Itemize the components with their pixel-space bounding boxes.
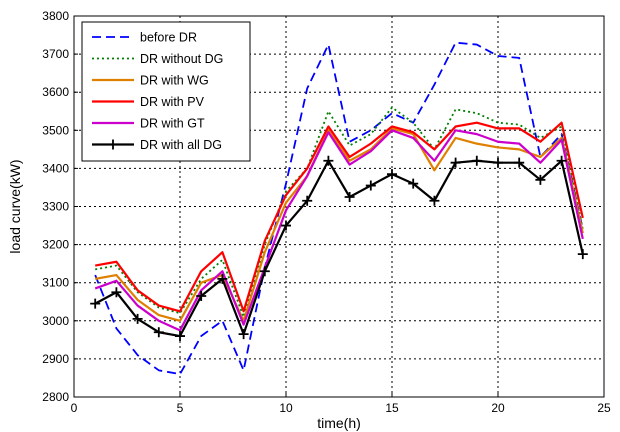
x-axis-label: time(h)	[317, 415, 361, 431]
data-point-marker	[514, 157, 525, 168]
data-point-marker	[132, 313, 143, 324]
x-tick-label: 15	[385, 401, 399, 415]
x-tick-label: 20	[491, 401, 505, 415]
legend-label: DR without DG	[140, 52, 223, 66]
data-point-marker	[111, 287, 122, 298]
data-point-marker	[493, 157, 503, 168]
series-line	[95, 106, 584, 318]
data-point-marker	[429, 195, 440, 206]
data-point-marker	[196, 291, 207, 302]
x-tick-label: 5	[177, 401, 184, 415]
data-point-marker	[323, 155, 334, 166]
series-layer	[90, 41, 588, 376]
y-tick-label: 3800	[42, 9, 69, 23]
series-1	[94, 41, 584, 376]
y-axis-label: load curve(kW)	[7, 159, 23, 253]
series-6	[90, 155, 588, 342]
legend: before DR DR without DG DR with WG DR with …	[81, 21, 251, 162]
series-3	[95, 127, 584, 322]
series-line	[95, 121, 584, 313]
y-tick-label: 3700	[42, 47, 69, 61]
data-point-marker	[535, 174, 546, 185]
data-point-marker	[471, 155, 482, 166]
data-point-marker	[281, 220, 291, 231]
legend-label: before DR	[140, 31, 197, 45]
y-tick-label: 3200	[42, 238, 69, 252]
y-tick-label: 2900	[42, 352, 69, 366]
legend-label: DR with all DG	[140, 138, 222, 152]
x-tick-label: 0	[71, 401, 78, 415]
series-line	[95, 127, 584, 322]
data-point-marker	[344, 191, 355, 202]
data-point-marker	[556, 155, 567, 166]
y-tick-label: 3000	[42, 314, 69, 328]
legend-marker	[108, 139, 118, 150]
data-point-marker	[238, 329, 249, 340]
series-2	[95, 106, 584, 318]
series-line	[94, 41, 584, 376]
data-point-marker	[365, 180, 376, 191]
legend-label: DR with PV	[140, 95, 205, 109]
data-point-marker	[259, 266, 270, 277]
legend-box	[81, 21, 251, 162]
series-line	[94, 129, 584, 332]
y-tick-label: 3600	[42, 85, 69, 99]
y-tick-label: 3400	[42, 161, 69, 175]
data-point-marker	[302, 195, 313, 206]
data-point-marker	[175, 331, 185, 342]
x-tick-label: 10	[279, 401, 293, 415]
legend-label: DR with GT	[140, 117, 205, 131]
y-tick-label: 2800	[42, 390, 69, 404]
data-point-marker	[450, 157, 461, 168]
data-point-marker	[217, 273, 228, 284]
data-point-marker	[577, 249, 588, 260]
y-tick-label: 3100	[42, 276, 69, 290]
series-4	[95, 121, 584, 313]
axis-ticks: 0 5 10 15 20 25 2800 2900 3000 3100 3200 3300 3400 35…	[42, 9, 611, 415]
legend-label: DR with WG	[140, 74, 209, 88]
data-point-marker	[153, 327, 164, 338]
x-tick-label: 25	[597, 401, 611, 415]
y-tick-label: 3500	[42, 123, 69, 137]
y-tick-label: 3300	[42, 200, 69, 214]
series-5	[94, 129, 584, 332]
data-point-marker	[408, 178, 419, 189]
grid-lines	[74, 16, 604, 397]
data-point-marker	[387, 169, 397, 180]
data-point-marker	[90, 298, 101, 309]
